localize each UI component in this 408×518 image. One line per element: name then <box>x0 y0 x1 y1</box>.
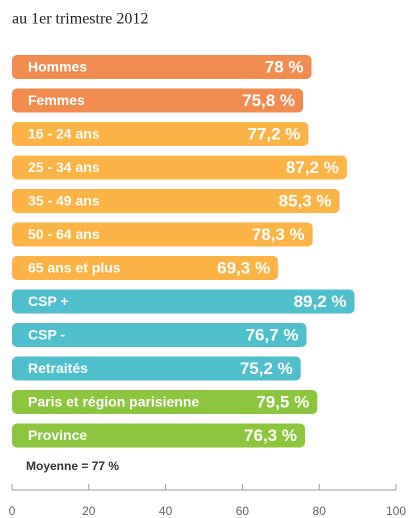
category-label: 25 - 34 ans <box>28 159 100 175</box>
category-label: Retraités <box>28 360 88 376</box>
value-label: 85,3 % <box>279 191 332 210</box>
category-label: CSP + <box>28 293 69 309</box>
category-label: 16 - 24 ans <box>28 126 100 142</box>
bar <box>12 55 312 79</box>
value-label: 76,3 % <box>244 426 297 445</box>
bar <box>12 390 318 414</box>
value-label: 75,8 % <box>242 91 295 110</box>
value-label: 79,5 % <box>256 392 309 411</box>
category-label: 50 - 64 ans <box>28 226 100 242</box>
category-label: Province <box>28 427 87 443</box>
x-tick-label: 80 <box>313 504 327 518</box>
value-label: 78,3 % <box>252 225 305 244</box>
bar <box>12 189 340 213</box>
bar <box>12 88 304 113</box>
annotation: Moyenne = 77 % <box>26 459 119 473</box>
bar <box>12 423 305 448</box>
value-label: 89,2 % <box>294 292 347 311</box>
category-label: CSP - <box>28 327 65 343</box>
category-label: 65 ans et plus <box>28 260 121 276</box>
chart-title: au 1er trimestre 2012 <box>12 11 148 28</box>
category-label: Paris et région parisienne <box>28 394 199 410</box>
bar <box>12 356 301 381</box>
bar <box>12 289 355 314</box>
x-tick-label: 40 <box>159 504 173 518</box>
value-label: 77,2 % <box>248 124 301 143</box>
value-label: 76,7 % <box>246 325 299 344</box>
value-label: 87,2 % <box>286 158 339 177</box>
x-tick-label: 20 <box>82 504 96 518</box>
category-label: Femmes <box>28 92 85 108</box>
bar <box>12 155 347 180</box>
value-label: 78 % <box>265 57 304 76</box>
bar <box>12 122 309 146</box>
x-tick-label: 0 <box>9 504 16 518</box>
x-tick-label: 60 <box>236 504 250 518</box>
x-tick-label: 100 <box>386 504 406 518</box>
value-label: 69,3 % <box>217 258 270 277</box>
bar <box>12 222 313 247</box>
bar <box>12 323 307 347</box>
category-label: Hommes <box>28 59 87 75</box>
category-label: 35 - 49 ans <box>28 193 100 209</box>
value-label: 75,2 % <box>240 359 293 378</box>
bar <box>12 256 279 280</box>
